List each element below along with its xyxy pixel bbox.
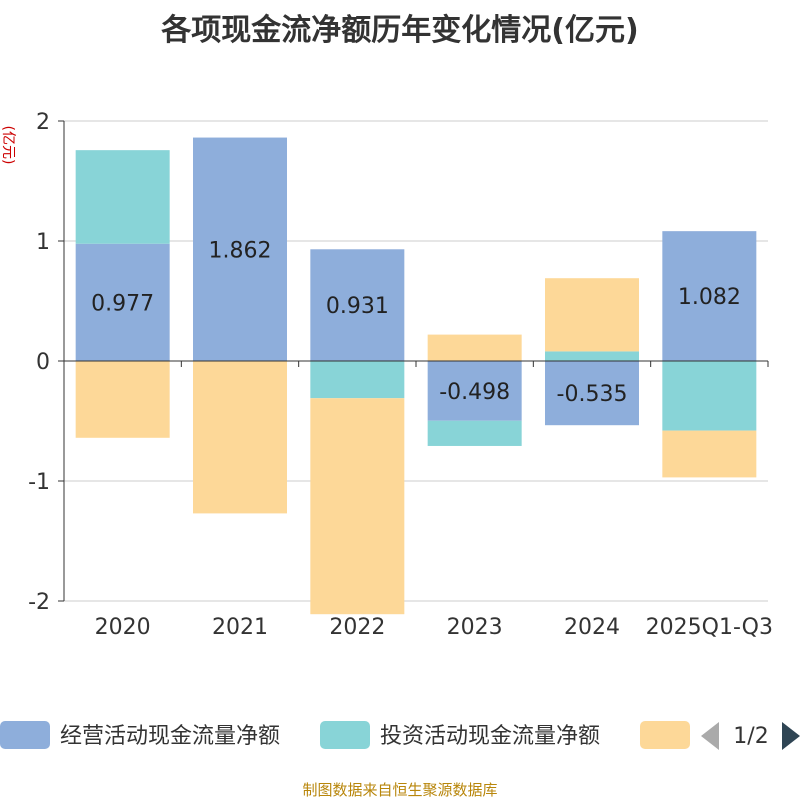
bar-segment [310,249,405,361]
bar-segment [427,361,522,421]
y-tick-label: 1 [36,230,50,255]
bar-segment [427,420,522,446]
data-label: -0.498 [439,380,510,405]
x-tick-label: 2024 [564,615,620,640]
legend-next-icon[interactable] [782,722,800,750]
bar-segment [193,137,287,361]
data-label: 0.931 [326,294,389,319]
x-tick-label: 2020 [95,615,151,640]
x-tick-label: 2025Q1-Q3 [646,615,773,640]
data-label: 0.977 [91,291,154,316]
bar-segment [193,361,287,514]
bars [75,137,757,615]
bar-segment [662,430,757,478]
bar-segment [662,231,757,361]
bar-segment [662,361,757,431]
legend-label: 投资活动现金流量净额 [380,724,600,749]
bar-segment [75,361,170,438]
axes [58,120,769,602]
bar-segment [310,398,405,615]
y-tick-labels: 2 1 0 -1 -2 [28,110,50,615]
y-tick-label: -1 [28,470,50,495]
x-tick-label: 2023 [447,615,503,640]
data-label: 1.862 [209,238,272,263]
bar-segment [75,150,170,244]
x-tick-labels: 2020 2021 2022 2023 2024 2025Q1-Q3 [95,615,773,640]
legend-page-indicator: 1/2 [733,724,768,749]
data-label: -0.535 [557,382,628,407]
bar-segment [545,361,639,426]
bar-segment [427,334,522,361]
legend-swatch [640,721,690,749]
chart-title: 各项现金流净额历年变化情况(亿元) [160,13,638,48]
data-labels: 0.977 1.862 0.931 -0.498 -0.535 1.082 [91,238,741,407]
y-tick-label: 0 [36,350,50,375]
bar-segment [545,278,639,352]
legend-swatch [320,721,370,749]
legend: 经营活动现金流量净额 投资活动现金流量净额 1/2 [0,721,800,750]
x-tick-label: 2022 [329,615,385,640]
y-tick-label: -2 [28,590,50,615]
x-tick-label: 2021 [212,615,268,640]
legend-swatch [0,721,50,749]
legend-prev-icon[interactable] [701,722,719,750]
bar-segment [310,361,405,399]
source-note: 制图数据来自恒生聚源数据库 [302,781,497,799]
legend-label: 经营活动现金流量净额 [60,724,280,749]
grid-lines [64,120,768,602]
data-label: 1.082 [678,285,741,310]
bar-segment [75,243,170,361]
bar-segment [545,351,639,361]
y-tick-label: 2 [36,110,50,135]
y-axis-label: (亿元) [0,126,16,165]
